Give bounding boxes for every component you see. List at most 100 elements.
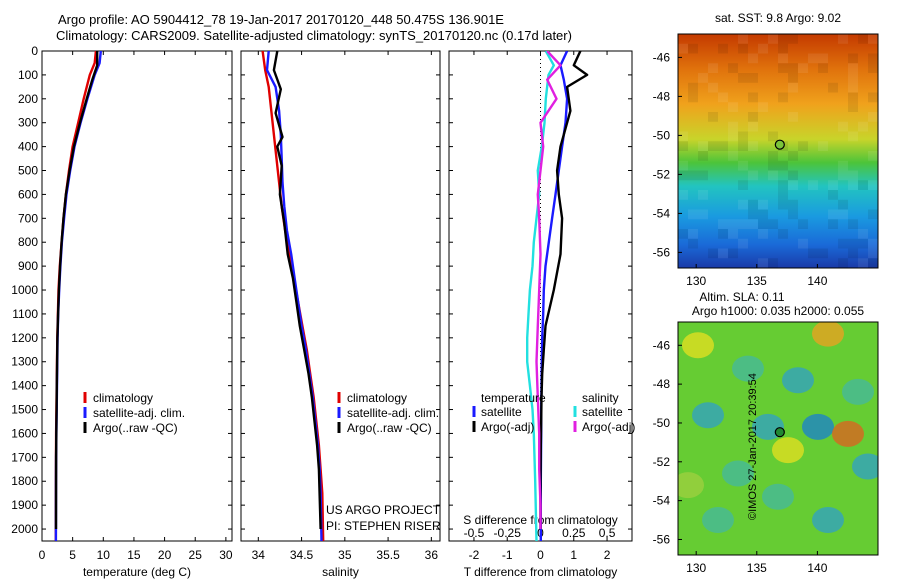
x-tick-label: 130 xyxy=(686,561,706,575)
map-panel-1: -46 -48 -50 -52 -54 -56 130 135 140 sat. SST: 9.8… xyxy=(653,11,879,288)
sst-pixel xyxy=(778,34,788,44)
sst-pixel xyxy=(738,160,748,171)
x-tick-label: 0 xyxy=(39,548,46,562)
y-tick-label: -46 xyxy=(653,338,671,352)
plot-frame xyxy=(41,50,233,542)
sla-eddy xyxy=(832,420,864,447)
sst-pixel xyxy=(738,180,748,190)
x-tick-label: 135 xyxy=(747,274,767,288)
sst-pixel xyxy=(678,170,688,181)
sst-pixel xyxy=(868,34,878,44)
sst-pixel xyxy=(868,112,878,122)
sst-pixel xyxy=(678,131,688,142)
x-tick-label: 34 xyxy=(252,548,266,562)
sst-pixel xyxy=(728,121,738,132)
series-line-black xyxy=(539,51,589,529)
sla-eddy xyxy=(692,402,724,429)
y-tick-label: -48 xyxy=(653,89,671,103)
sst-pixel xyxy=(728,248,738,259)
sst-pixel xyxy=(758,43,768,54)
sst-pixel xyxy=(718,141,728,151)
sst-pixel xyxy=(748,219,758,229)
sst-pixel xyxy=(828,190,838,200)
sla-eddy xyxy=(702,507,734,534)
legend-label: satellite-adj. clim. xyxy=(93,406,185,420)
y-tick-label: 1100 xyxy=(12,307,38,321)
sst-pixel xyxy=(718,92,728,103)
y-tick-label: 900 xyxy=(18,259,38,273)
x-tick-label: 130 xyxy=(686,274,706,288)
sst-pixel xyxy=(758,199,768,210)
y-tick-label: 100 xyxy=(18,68,38,82)
sla-eddy xyxy=(852,453,878,480)
sst-pixel xyxy=(708,112,718,122)
sst-pixel xyxy=(798,141,808,151)
y-tick-label: 0 xyxy=(31,44,38,58)
sst-pixel xyxy=(858,258,868,268)
sst-pixel xyxy=(838,258,848,268)
y-tick-label: 1300 xyxy=(11,355,38,369)
series-line-magenta xyxy=(535,51,562,529)
x-tick-label: -1 xyxy=(502,548,513,562)
sst-pixel xyxy=(758,219,768,229)
y-tick-label: 1000 xyxy=(11,283,38,297)
sst-pixel xyxy=(858,34,868,44)
sst-pixel xyxy=(718,43,728,54)
sst-pixel xyxy=(678,160,688,171)
sst-pixel xyxy=(828,209,838,220)
profile-panel-3: -2 -1 0 1 2 T difference from climatology -0.5… xyxy=(448,50,633,579)
y-tick-label: -54 xyxy=(653,206,671,220)
sst-pixel xyxy=(848,92,858,103)
sst-pixel xyxy=(728,63,738,73)
legend-label: Argo(..raw -QC) xyxy=(93,421,178,435)
map-field xyxy=(678,34,878,268)
sst-pixel xyxy=(798,63,808,73)
legend-title-salinity: salinity xyxy=(582,391,619,405)
sst-pixel xyxy=(848,53,858,64)
sla-eddy xyxy=(682,332,714,359)
x-tick-label: 30 xyxy=(219,548,233,562)
y-tick-label: 1600 xyxy=(11,426,38,440)
sla-eddy xyxy=(842,378,874,405)
sst-pixel xyxy=(858,238,868,249)
sst-pixel xyxy=(748,92,758,103)
y-tick-label: 400 xyxy=(18,140,38,154)
sst-pixel xyxy=(738,34,748,44)
sst-pixel xyxy=(728,229,738,239)
x-axis-label: salinity xyxy=(322,565,359,579)
sst-pixel xyxy=(848,131,858,142)
sst-pixel xyxy=(868,248,878,259)
x-tick-label: 1 xyxy=(570,548,577,562)
map-field xyxy=(678,322,878,555)
sst-pixel xyxy=(788,180,798,190)
sla-eddy xyxy=(812,507,844,534)
sst-pixel xyxy=(788,112,798,122)
sst-pixel xyxy=(768,219,778,229)
x-tick-label: 36 xyxy=(425,548,439,562)
sst-pixel xyxy=(838,121,848,132)
sst-pixel xyxy=(788,170,798,181)
x-tick-label: 34.5 xyxy=(290,548,314,562)
sst-pixel xyxy=(868,92,878,103)
sst-pixel xyxy=(778,190,788,200)
sla-eddy xyxy=(772,437,804,464)
sst-pixel xyxy=(818,53,828,64)
sst-pixel xyxy=(828,82,838,93)
sst-pixel xyxy=(848,219,858,229)
legend-label: satellite xyxy=(582,405,623,419)
sst-pixel xyxy=(748,199,758,210)
sst-pixel xyxy=(818,63,828,73)
sst-pixel xyxy=(838,238,848,249)
sst-pixel xyxy=(818,141,828,151)
legend-label: Argo(..raw -QC) xyxy=(347,421,432,435)
sst-pixel xyxy=(868,180,878,190)
sst-pixel xyxy=(778,180,788,190)
sst-pixel xyxy=(788,151,798,161)
y-tick-label: -50 xyxy=(653,416,671,430)
plot-frame xyxy=(240,50,441,542)
series-line-cyan xyxy=(526,51,555,541)
sst-pixel xyxy=(748,121,758,132)
x-tick-label: 5 xyxy=(69,548,76,562)
sst-pixel xyxy=(848,73,858,83)
